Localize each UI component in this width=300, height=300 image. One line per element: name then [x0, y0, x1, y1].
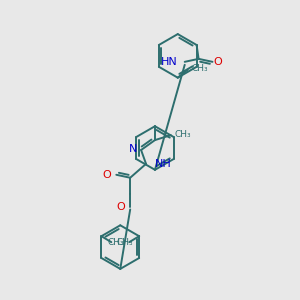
Text: O: O [213, 57, 222, 67]
Text: O: O [116, 202, 125, 212]
Text: CH₃: CH₃ [192, 64, 208, 73]
Text: O: O [103, 170, 111, 180]
Text: N: N [129, 144, 137, 154]
Text: CH₃: CH₃ [116, 238, 133, 247]
Text: CH₃: CH₃ [108, 238, 124, 247]
Text: HN: HN [161, 57, 178, 67]
Text: NH: NH [155, 159, 172, 169]
Text: CH₃: CH₃ [175, 130, 191, 139]
